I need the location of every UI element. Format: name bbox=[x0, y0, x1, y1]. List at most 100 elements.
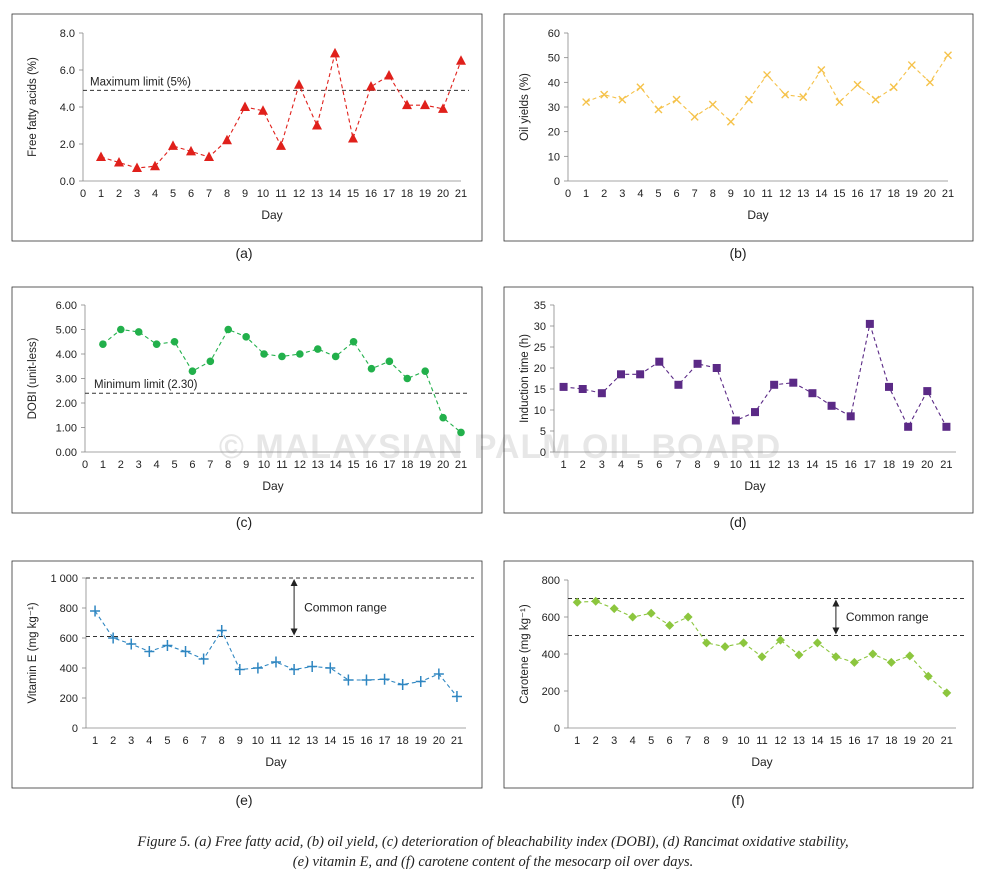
x-tick-label: 17 bbox=[867, 735, 879, 747]
data-point bbox=[457, 428, 465, 437]
x-tick-label: 21 bbox=[941, 735, 953, 747]
data-point bbox=[751, 408, 759, 417]
data-point bbox=[835, 98, 844, 107]
y-tick-label: 2.00 bbox=[56, 398, 77, 410]
data-point bbox=[628, 612, 638, 622]
x-tick-label: 16 bbox=[848, 735, 860, 747]
x-tick-label: 2 bbox=[116, 188, 122, 200]
data-point bbox=[582, 98, 591, 107]
data-point bbox=[712, 364, 721, 372]
data-point bbox=[349, 337, 358, 346]
y-tick-label: 8.0 bbox=[60, 28, 75, 40]
data-point bbox=[846, 412, 855, 421]
y-axis-title: DOBI (unit-less) bbox=[27, 337, 39, 419]
x-tick-label: 7 bbox=[675, 459, 681, 471]
data-point bbox=[216, 625, 227, 636]
range-annotation-label: Common range bbox=[304, 600, 387, 614]
x-tick-label: 13 bbox=[787, 459, 799, 471]
data-point bbox=[925, 78, 934, 87]
x-tick-label: 18 bbox=[401, 188, 413, 200]
data-point bbox=[674, 380, 683, 389]
data-point bbox=[188, 367, 197, 375]
x-tick-label: 2 bbox=[118, 459, 124, 471]
x-tick-label: 4 bbox=[152, 188, 158, 200]
data-point bbox=[885, 382, 893, 391]
x-tick-label: 1 bbox=[100, 459, 106, 471]
x-tick-label: 18 bbox=[397, 735, 409, 747]
data-point bbox=[944, 51, 952, 60]
data-point bbox=[117, 325, 125, 334]
y-axis-title: Free fatty acids (%) bbox=[27, 57, 39, 157]
panel-frame bbox=[11, 286, 483, 514]
data-point bbox=[222, 134, 232, 145]
y-tick-label: 6.0 bbox=[60, 65, 75, 77]
x-tick-label: 6 bbox=[189, 459, 195, 471]
data-point bbox=[331, 352, 340, 361]
data-point bbox=[367, 364, 376, 373]
x-tick-label: 19 bbox=[419, 459, 431, 471]
y-tick-label: 30 bbox=[548, 102, 560, 114]
x-tick-label: 3 bbox=[134, 188, 140, 200]
data-point bbox=[433, 668, 444, 680]
data-point bbox=[385, 357, 394, 366]
x-tick-label: 3 bbox=[128, 735, 134, 747]
data-point bbox=[384, 70, 394, 80]
y-tick-label: 0 bbox=[554, 176, 560, 188]
x-tick-label: 1 bbox=[92, 735, 98, 747]
x-tick-label: 15 bbox=[347, 188, 359, 200]
x-tick-label: 18 bbox=[883, 459, 895, 471]
x-tick-label: 16 bbox=[365, 188, 377, 200]
data-point bbox=[827, 401, 836, 410]
x-tick-label: 0 bbox=[80, 188, 86, 200]
data-point bbox=[276, 140, 286, 150]
data-point bbox=[252, 662, 263, 674]
x-tick-label: 18 bbox=[401, 459, 413, 471]
x-tick-label: 20 bbox=[437, 188, 449, 200]
x-tick-label: 6 bbox=[667, 735, 673, 747]
x-tick-label: 1 bbox=[583, 188, 589, 200]
data-point bbox=[808, 389, 817, 398]
x-tick-label: 10 bbox=[737, 735, 749, 747]
data-point bbox=[923, 387, 932, 396]
panel-label-a: (a) bbox=[235, 245, 252, 261]
data-point bbox=[114, 157, 124, 167]
x-tick-label: 11 bbox=[749, 459, 760, 471]
data-point bbox=[886, 657, 896, 667]
data-point bbox=[397, 679, 408, 690]
y-tick-label: 800 bbox=[60, 603, 78, 615]
data-point bbox=[438, 103, 448, 113]
x-tick-label: 1 bbox=[574, 735, 580, 747]
y-axis-title: Induction time (h) bbox=[519, 334, 531, 423]
x-tick-label: 2 bbox=[601, 188, 607, 200]
data-point bbox=[330, 47, 340, 58]
x-tick-label: 11 bbox=[270, 735, 281, 747]
data-point bbox=[132, 162, 142, 173]
chart-panel-a: 0.02.04.06.08.00 1 2 3 4 5 6 7 8 9 10 11 12 13 14 15 16 1… bbox=[11, 13, 483, 261]
data-point bbox=[636, 83, 645, 92]
x-tick-label: 9 bbox=[237, 735, 243, 747]
x-tick-label: 0 bbox=[82, 459, 88, 471]
x-tick-label: 13 bbox=[793, 735, 805, 747]
data-point bbox=[224, 325, 233, 334]
data-point bbox=[96, 151, 106, 161]
chart-panel-c: 0.001.002.003.004.005.006.000 1 2 3 4 5 6 7 8 9 10… bbox=[11, 286, 483, 530]
x-tick-label: 6 bbox=[188, 188, 194, 200]
x-tick-label: 8 bbox=[710, 188, 716, 200]
range-arrow-head-bottom bbox=[832, 627, 840, 635]
x-tick-label: 1 bbox=[561, 459, 567, 471]
y-tick-label: 10 bbox=[534, 405, 546, 417]
data-point bbox=[591, 596, 601, 606]
x-tick-label: 15 bbox=[833, 188, 845, 200]
x-tick-label: 21 bbox=[940, 459, 952, 471]
x-tick-label: 8 bbox=[224, 188, 230, 200]
data-point bbox=[108, 632, 119, 644]
caption-line-1: Figure 5. (a) Free fatty acid, (b) oil y… bbox=[137, 834, 849, 850]
y-tick-label: 200 bbox=[542, 686, 560, 698]
x-tick-label: 5 bbox=[637, 459, 643, 471]
data-point bbox=[865, 319, 874, 328]
x-tick-label: 0 bbox=[565, 188, 571, 200]
x-tick-label: 12 bbox=[288, 735, 300, 747]
data-point bbox=[415, 676, 426, 687]
data-point bbox=[126, 638, 137, 650]
